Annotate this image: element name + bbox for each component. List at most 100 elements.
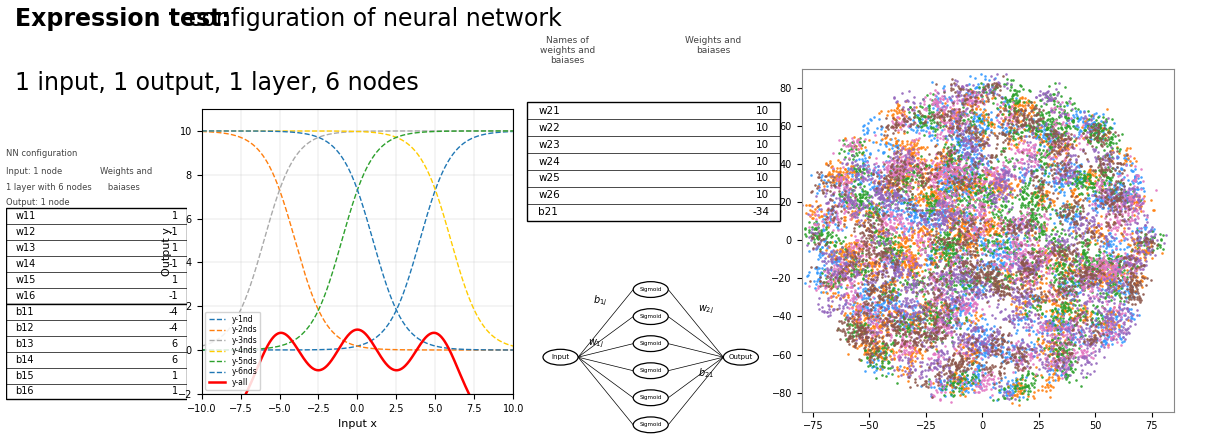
Point bbox=[854, 291, 874, 298]
Point bbox=[957, 217, 976, 224]
Point bbox=[919, 235, 938, 242]
Point bbox=[992, 167, 1012, 174]
Point bbox=[848, 259, 868, 266]
Point bbox=[1026, 133, 1046, 140]
Point bbox=[1070, 274, 1090, 281]
Point bbox=[1011, 291, 1030, 298]
Point bbox=[1019, 125, 1039, 132]
Point bbox=[847, 319, 866, 326]
Point bbox=[925, 276, 945, 283]
Point bbox=[1042, 330, 1062, 337]
Point bbox=[898, 374, 918, 381]
Point bbox=[1141, 227, 1161, 234]
Point bbox=[1008, 348, 1028, 356]
Point bbox=[1085, 126, 1105, 134]
Point bbox=[1089, 176, 1108, 183]
Point bbox=[843, 251, 863, 258]
Point bbox=[952, 197, 971, 204]
Point bbox=[1107, 155, 1127, 162]
Point bbox=[1040, 96, 1059, 103]
Point bbox=[863, 239, 882, 246]
Point bbox=[929, 311, 948, 318]
Point bbox=[919, 356, 938, 363]
Point bbox=[1019, 281, 1039, 288]
Point bbox=[938, 173, 958, 180]
Point bbox=[853, 122, 873, 129]
Point bbox=[1075, 264, 1095, 271]
Point bbox=[1088, 127, 1107, 134]
Point bbox=[974, 365, 993, 372]
Point bbox=[1050, 275, 1069, 282]
Point bbox=[893, 175, 913, 182]
Point bbox=[881, 213, 901, 220]
Point bbox=[968, 363, 987, 370]
Point bbox=[908, 242, 927, 249]
Point bbox=[967, 338, 986, 345]
Point bbox=[1130, 165, 1150, 172]
Point bbox=[918, 306, 937, 313]
Point bbox=[925, 125, 945, 133]
Point bbox=[847, 236, 866, 243]
Point bbox=[888, 250, 908, 257]
Point bbox=[863, 338, 882, 345]
Point bbox=[1045, 331, 1064, 338]
Point bbox=[1123, 255, 1143, 262]
Point bbox=[947, 192, 967, 199]
Point bbox=[989, 342, 1008, 349]
Point bbox=[987, 240, 1007, 247]
Point bbox=[1026, 200, 1046, 207]
Point bbox=[981, 280, 1001, 287]
Point bbox=[815, 255, 835, 262]
Point bbox=[863, 138, 882, 145]
Point bbox=[1128, 207, 1147, 214]
Point bbox=[914, 330, 934, 337]
Point bbox=[963, 166, 982, 173]
Point bbox=[974, 100, 993, 107]
Point bbox=[1011, 134, 1030, 142]
Point bbox=[924, 203, 943, 210]
Point bbox=[1070, 289, 1090, 296]
Point bbox=[874, 196, 893, 203]
Point bbox=[997, 348, 1017, 356]
Point bbox=[1090, 158, 1110, 165]
Point bbox=[959, 125, 979, 133]
Point bbox=[1088, 196, 1107, 203]
Point bbox=[881, 244, 901, 251]
Point bbox=[943, 253, 963, 260]
Point bbox=[1084, 270, 1103, 277]
Point bbox=[848, 181, 868, 188]
Point bbox=[959, 289, 979, 296]
Point bbox=[837, 204, 857, 211]
Point bbox=[869, 227, 888, 235]
Point bbox=[945, 150, 964, 157]
Point bbox=[1107, 170, 1127, 177]
Point bbox=[1025, 269, 1045, 276]
Point bbox=[858, 218, 877, 226]
Point bbox=[886, 193, 906, 200]
Point bbox=[859, 343, 879, 350]
Point bbox=[840, 261, 859, 268]
Point bbox=[921, 307, 941, 315]
Point bbox=[998, 284, 1018, 291]
Point bbox=[886, 260, 906, 267]
Point bbox=[979, 277, 998, 284]
Point bbox=[938, 151, 958, 158]
Point bbox=[940, 281, 959, 288]
Point bbox=[854, 182, 874, 190]
Point bbox=[852, 234, 871, 241]
Point bbox=[873, 372, 892, 379]
Point bbox=[1092, 326, 1112, 333]
Point bbox=[985, 265, 1004, 272]
Point bbox=[1062, 262, 1081, 269]
Point bbox=[1066, 283, 1085, 290]
Point bbox=[1024, 274, 1044, 281]
Point bbox=[899, 154, 919, 161]
Point bbox=[1052, 213, 1072, 220]
Point bbox=[1118, 155, 1138, 162]
Point bbox=[1023, 277, 1042, 284]
Point bbox=[851, 163, 870, 170]
Point bbox=[1081, 260, 1101, 267]
Point bbox=[934, 119, 953, 126]
Point bbox=[995, 395, 1014, 402]
Point bbox=[987, 283, 1007, 291]
